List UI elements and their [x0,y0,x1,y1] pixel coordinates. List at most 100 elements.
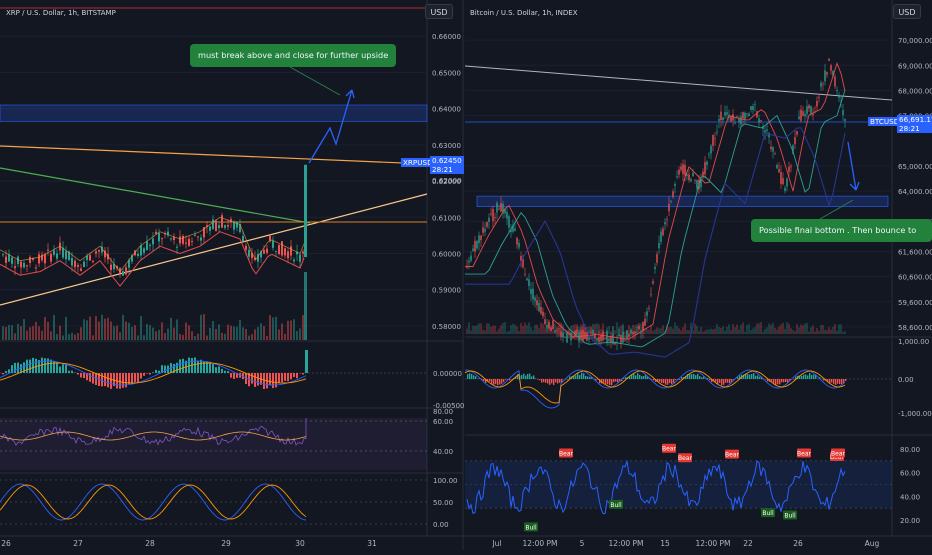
left-volume-bar [29,327,31,340]
right-candle-body [536,300,537,305]
left-macd-histogram-bar [89,373,91,382]
right-volume-bar [502,323,503,334]
right-macd-histogram-bar [609,379,610,385]
right-volume-bar [622,324,623,334]
left-macd-histogram-bar [272,373,274,388]
left-macd-histogram-bar [194,358,196,373]
left-volume-bar [98,321,100,340]
right-volume-bar [738,329,739,334]
right-volume-bar [642,329,643,334]
right-candle-body [824,70,825,81]
left-volume-bar [89,317,91,340]
right-volume-bar [500,325,501,334]
left-candle-body [29,257,31,263]
right-volume-bar [726,327,727,334]
right-volume-bar [494,326,495,334]
left-candle-body [20,262,22,268]
left-macd-tick-label: 0.00000 [433,370,462,378]
left-volume-bar [257,327,259,340]
right-last-price-tag: 66,691.17 28:21 [897,115,932,133]
right-countdown: 28:21 [899,124,932,133]
left-volume-bar [77,333,79,340]
left-volume-bar [119,332,121,340]
right-macd-histogram-bar [493,379,494,385]
right-volume-bar [624,332,625,334]
left-macd-histogram-bar [119,373,121,389]
right-macd-histogram-bar [667,379,668,385]
right-candle-body [482,227,483,233]
right-volume-bar [598,324,599,334]
right-macd-histogram-bar [469,373,470,379]
left-annotation-bubble[interactable]: must break above and close for further u… [190,44,396,67]
left-macd-histogram-bar [122,373,124,388]
right-volume-bar [784,329,785,334]
right-candle-body [514,229,515,231]
right-rsi-bear-label: Bear [559,450,573,457]
left-macd-histogram-bar [257,373,259,386]
left-candle-body [236,222,238,228]
right-volume-bar [794,331,795,334]
right-macd-histogram-bar [525,375,526,379]
left-macd-last-bar [305,350,308,373]
right-rsi-tick-label: 80.00 [900,446,920,454]
left-macd-histogram-bar [35,359,37,373]
left-volume-bar [203,314,205,340]
left-volume-bar [161,322,163,340]
right-macd-histogram-bar [805,374,806,379]
left-macd-histogram-bar [284,373,286,381]
right-candle-body [600,335,601,341]
right-candle-body [526,279,527,281]
right-candle-body [474,241,475,252]
left-currency-button[interactable]: USD [425,4,453,19]
right-macd-histogram-bar [549,379,550,385]
right-candle-body [490,213,491,214]
right-macd-histogram-bar [757,375,758,379]
left-macd-histogram-bar [143,373,145,376]
right-candle-body [498,209,499,210]
left-volume-bar [26,331,28,340]
left-volume-bar [158,330,160,340]
right-volume-bar [470,331,471,334]
left-candle-body [44,254,46,263]
left-volume-bar [128,323,130,340]
left-candle-body [125,267,127,274]
right-volume-bar [756,324,757,334]
right-candle-body [676,176,677,177]
left-x-tick-label: 31 [367,539,377,548]
right-candle-body [688,174,689,180]
left-volume-bar [83,319,85,340]
left-volume-bar [209,328,211,340]
right-volume-bar [720,328,721,334]
right-volume-bar [826,330,827,334]
right-volume-bar [632,325,633,334]
right-macd-histogram-bar [625,377,626,379]
left-candle-body [227,225,229,226]
right-candle-body [552,320,553,329]
right-annotation-bubble[interactable]: Possible final bottom . Then bounce to [751,219,932,242]
right-candle-body [662,229,663,236]
left-candle-body [95,251,97,253]
right-macd-histogram-bar [845,379,846,381]
right-macd-histogram-bar [835,379,836,385]
right-volume-bar [698,331,699,334]
right-volume-bar [804,323,805,334]
right-candle-body [784,188,785,191]
right-candle-body [748,114,749,116]
right-volume-bar [728,324,729,334]
left-volume-bar [53,315,55,340]
right-volume-bar [506,332,507,334]
left-macd-histogram-bar [137,373,139,383]
right-macd-histogram-bar [653,379,654,380]
right-currency-button[interactable]: USD [893,4,921,19]
left-macd-histogram-bar [14,363,16,373]
right-volume-bar [548,324,549,334]
right-x-tick-label: Jul [491,539,501,548]
right-volume-bar [830,330,831,334]
right-candle-body [702,172,703,177]
right-macd-histogram-bar [579,375,580,379]
right-volume-bar [488,323,489,334]
right-candle-body [778,169,779,172]
right-volume-bar [768,323,769,334]
right-candle-body [660,231,661,241]
